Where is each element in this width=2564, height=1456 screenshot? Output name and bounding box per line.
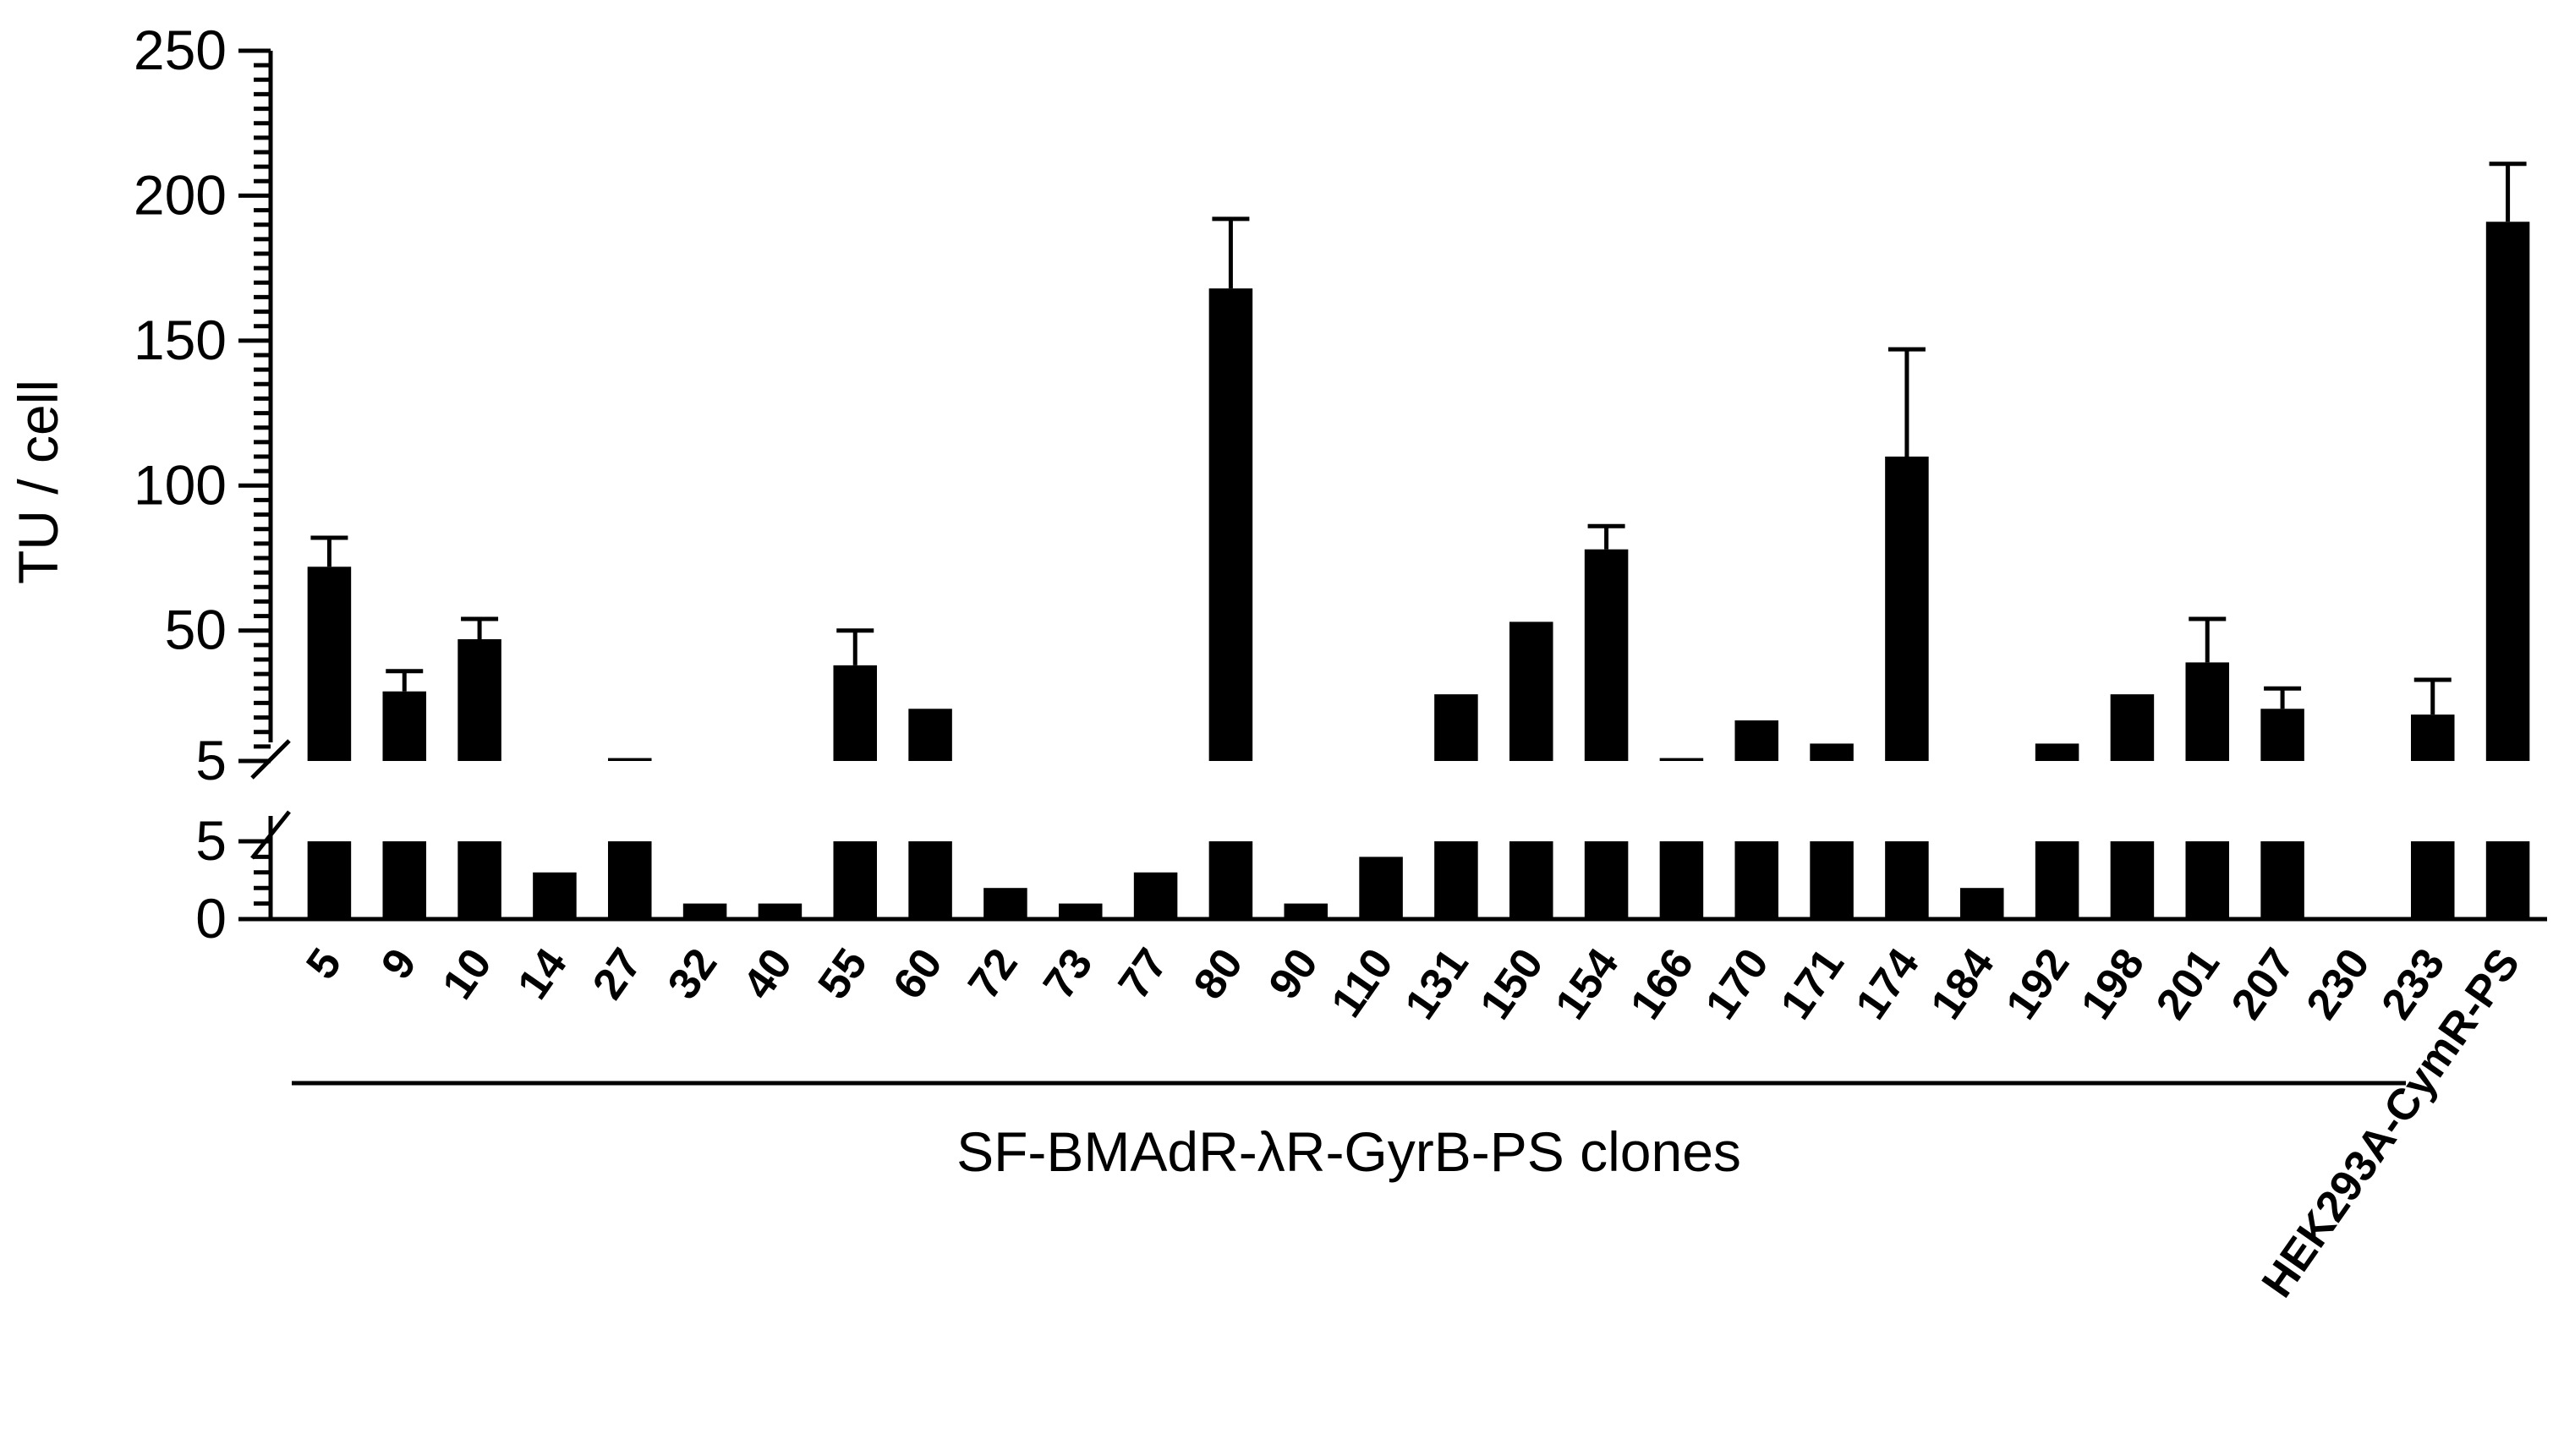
x-tick-label: 77 xyxy=(1109,940,1178,1009)
bar-lower xyxy=(2185,841,2230,919)
x-tick-label: 131 xyxy=(1395,940,1477,1028)
x-tick-label: 73 xyxy=(1034,940,1103,1009)
bar-lower xyxy=(1659,841,1704,919)
bar-upper xyxy=(2260,709,2304,761)
bar-upper xyxy=(1509,621,1553,761)
x-tick-label: 171 xyxy=(1772,940,1854,1028)
x-tick-label: 32 xyxy=(659,940,727,1009)
x-tick-label: 40 xyxy=(734,940,803,1009)
bar-upper xyxy=(307,567,352,761)
bar-upper xyxy=(1208,288,1253,762)
y-tick-label: 200 xyxy=(134,163,227,226)
bar-lower xyxy=(533,872,577,919)
y-tick-label: 5 xyxy=(195,729,227,791)
bar-upper xyxy=(382,691,427,761)
bar-lower xyxy=(1133,872,1178,919)
bars xyxy=(307,161,2530,919)
bar-lower xyxy=(1509,841,1553,919)
x-tick-label: 174 xyxy=(1846,940,1928,1028)
x-tick-label: 150 xyxy=(1471,940,1553,1028)
x-tick-label: 60 xyxy=(884,940,952,1009)
axis-break-mark xyxy=(250,810,291,860)
bar-lower xyxy=(833,841,878,919)
bar-lower xyxy=(1359,857,1403,919)
x-tick-label: 90 xyxy=(1259,940,1328,1009)
bar-upper xyxy=(2110,694,2155,761)
x-tick-label: 184 xyxy=(1921,940,2003,1028)
bar-lower xyxy=(2485,841,2530,919)
y-axis-label: TU / cell xyxy=(7,380,69,584)
y-tick-label: 150 xyxy=(134,309,227,371)
bar-lower xyxy=(682,903,727,919)
bar-lower xyxy=(1058,903,1103,919)
bar-lower xyxy=(2110,841,2155,919)
bar-lower xyxy=(2410,841,2455,919)
bar-upper xyxy=(2410,714,2455,761)
x-tick-label: 72 xyxy=(959,940,1027,1009)
bar-lower xyxy=(1885,841,1929,919)
bar-lower xyxy=(307,841,352,919)
bar-upper xyxy=(1584,549,1629,761)
bar-lower xyxy=(1959,888,2004,919)
bar-lower xyxy=(457,841,501,919)
bar-upper xyxy=(1810,743,1854,761)
x-tick-label: 166 xyxy=(1621,940,1703,1028)
bar-upper xyxy=(2185,662,2230,761)
bar-lower xyxy=(607,841,652,919)
y-tick-label: 250 xyxy=(134,19,227,81)
bar-lower xyxy=(1810,841,1854,919)
x-tick-label: 201 xyxy=(2147,940,2229,1028)
bar-upper xyxy=(607,758,652,761)
x-tick-label: 198 xyxy=(2072,940,2154,1028)
bar-lower xyxy=(1284,903,1329,919)
y-tick-label: 50 xyxy=(165,599,227,661)
bar-lower xyxy=(382,841,427,919)
bar-lower xyxy=(983,888,1027,919)
x-tick-label: 192 xyxy=(1997,940,2079,1028)
bar-lower xyxy=(1208,841,1253,919)
group-label: SF-BMAdR-λR-GyrB-PS clones xyxy=(956,1120,1741,1183)
y-tick-label: 5 xyxy=(195,809,227,872)
x-tick-label: 170 xyxy=(1696,940,1778,1028)
bar-lower xyxy=(2035,841,2079,919)
bar-lower xyxy=(1734,841,1779,919)
bar-upper xyxy=(1885,457,1929,761)
y-tick-label: 100 xyxy=(134,453,227,516)
bar-upper xyxy=(833,665,878,761)
x-tick-label: 207 xyxy=(2222,940,2304,1028)
bar-lower xyxy=(1434,841,1478,919)
bar-lower xyxy=(908,841,952,919)
bar-upper xyxy=(908,709,952,761)
x-tick-label: 80 xyxy=(1185,940,1253,1009)
y-tick-label: 0 xyxy=(195,887,227,950)
bar-upper xyxy=(2485,222,2530,761)
x-tick-label: 154 xyxy=(1546,940,1628,1028)
x-tick-label: 55 xyxy=(808,940,877,1009)
bar-upper xyxy=(1434,694,1478,761)
bar-lower xyxy=(2260,841,2304,919)
x-tick-label: 110 xyxy=(1322,940,1403,1026)
x-tick-label: 5 xyxy=(297,940,351,988)
bar-upper xyxy=(457,639,501,761)
bar-upper xyxy=(2035,743,2079,761)
axes xyxy=(238,48,2547,922)
x-tick-label: 230 xyxy=(2297,940,2379,1028)
y-tick-labels: 5 50 100 150 200 250 0 5 xyxy=(134,19,227,950)
bar-lower xyxy=(1584,841,1629,919)
x-tick-label: 14 xyxy=(508,940,577,1009)
bar-lower xyxy=(758,903,803,919)
bar-upper xyxy=(1734,720,1779,761)
x-tick-label: 27 xyxy=(583,940,652,1009)
x-tick-label: 10 xyxy=(433,940,501,1009)
x-tick-label: 9 xyxy=(372,940,426,988)
bar-upper xyxy=(1659,758,1704,761)
